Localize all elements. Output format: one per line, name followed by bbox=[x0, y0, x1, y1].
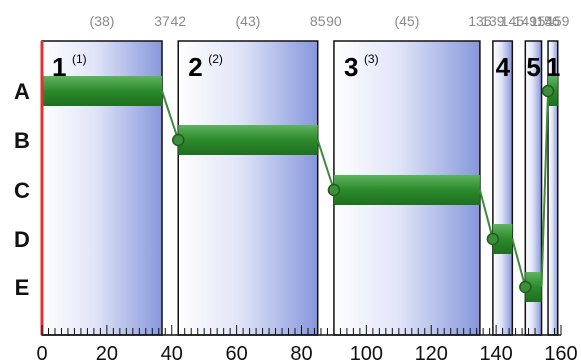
x-tick-label: 140 bbox=[479, 343, 512, 364]
boundary-label: 159 bbox=[546, 13, 570, 29]
duration-label: (45) bbox=[394, 13, 419, 29]
x-axis: 0 20 40 60 80 100 120 140 160 bbox=[36, 41, 578, 364]
boundary-label: 149 bbox=[514, 13, 538, 29]
transition-line bbox=[161, 90, 180, 141]
top-labels: (38) (43) (45) 37 42 85 90 13513914514915415615… bbox=[90, 13, 570, 29]
x-tick-label: 20 bbox=[96, 343, 118, 364]
stage-number-label: 5 bbox=[526, 52, 540, 82]
transition-line bbox=[478, 189, 494, 240]
stage-bar bbox=[492, 224, 513, 254]
stage-bar bbox=[178, 125, 318, 155]
transition-point bbox=[486, 232, 500, 246]
transition-line bbox=[540, 90, 550, 288]
transition-links bbox=[161, 84, 555, 294]
stage-sup-label: (2) bbox=[208, 52, 223, 66]
boundary-label: 90 bbox=[326, 13, 342, 29]
row-label: D bbox=[14, 227, 30, 252]
transition-point bbox=[327, 183, 341, 197]
x-tick-label: 60 bbox=[226, 343, 248, 364]
boundary-label: 145 bbox=[501, 13, 525, 29]
stage-number-label: 1 bbox=[52, 52, 66, 82]
boundary-label: 139 bbox=[481, 13, 505, 29]
row-label: C bbox=[14, 178, 30, 203]
stage-number-label: 4 bbox=[496, 52, 511, 82]
row-label: E bbox=[15, 275, 30, 300]
boundary-label: 135 bbox=[468, 13, 492, 29]
x-tick-label: 80 bbox=[290, 343, 312, 364]
transition-point bbox=[519, 280, 532, 294]
duration-label: (43) bbox=[236, 13, 261, 29]
stage-labels: 1 (1) 2 (2) 3 (3) 4 5 1 bbox=[52, 52, 560, 82]
stage-sup-label: (1) bbox=[72, 52, 87, 66]
stage-number-label: 1 bbox=[546, 52, 560, 82]
x-tick-label: 120 bbox=[415, 343, 448, 364]
boundary-label: 42 bbox=[170, 13, 186, 29]
stage-sup-label: (3) bbox=[364, 52, 379, 66]
x-tick-label: 160 bbox=[544, 343, 577, 364]
duration-label: (38) bbox=[90, 13, 115, 29]
boundary-label: 156 bbox=[536, 13, 560, 29]
boundary-label: 85 bbox=[310, 13, 326, 29]
stage-bar bbox=[42, 76, 163, 106]
transition-point bbox=[171, 133, 185, 147]
boundary-label: 154 bbox=[530, 13, 554, 29]
stage-bars bbox=[42, 76, 558, 302]
stage-panel bbox=[177, 40, 319, 336]
row-label: B bbox=[14, 128, 30, 153]
stage-bar bbox=[525, 272, 542, 302]
row-label: A bbox=[14, 79, 30, 104]
stage-number-label: 3 bbox=[344, 52, 358, 82]
x-tick-label: 0 bbox=[36, 343, 47, 364]
boundary-label: 37 bbox=[154, 13, 170, 29]
stage-panel bbox=[492, 40, 514, 336]
stage-number-label: 2 bbox=[188, 52, 202, 82]
x-tick-label: 40 bbox=[161, 343, 183, 364]
transition-line bbox=[511, 238, 527, 288]
transition-line bbox=[316, 139, 335, 191]
transition-point bbox=[541, 84, 555, 98]
x-tick-label: 100 bbox=[350, 343, 383, 364]
stage-bar bbox=[333, 175, 480, 205]
